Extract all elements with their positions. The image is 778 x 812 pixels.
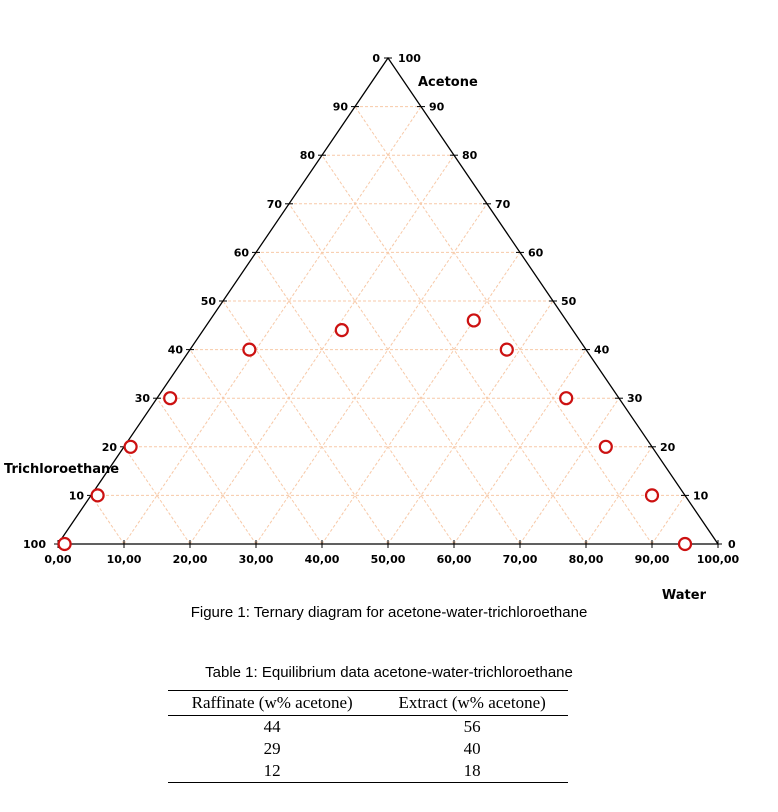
apex-label-right: 100: [398, 52, 421, 65]
data-point-marker: [466, 313, 481, 328]
left-tick-label: 90: [333, 101, 349, 114]
grid-lines: [90, 106, 686, 545]
left-tick-label: 40: [168, 344, 184, 357]
grid-line-water: [255, 203, 488, 545]
left-tick-label: 50: [201, 295, 217, 308]
right-tick-label: 80: [462, 149, 478, 162]
data-point-marker: [90, 488, 105, 503]
bottom-tick-label: 80,00: [569, 553, 604, 566]
table-row: 44 56: [168, 716, 568, 739]
right-tick-label: 70: [495, 198, 511, 211]
right-tick-label: 50: [561, 295, 577, 308]
right-tick-label: 60: [528, 246, 544, 259]
bottom-tick-label: 70,00: [503, 553, 538, 566]
raffinate-cell: 12: [168, 760, 377, 783]
bottom-tick-label: 100,00: [697, 553, 740, 566]
ternary-diagram: 0,00 10,00 20,00 30,00 40,00 50,00 60,00 70,00 8…: [4, 52, 740, 603]
apex-label-left: 0: [372, 52, 380, 65]
raffinate-cell: 29: [263, 739, 281, 758]
tick-marks: [54, 57, 722, 548]
right-tick-label: 90: [429, 101, 445, 114]
data-point-marker: [334, 323, 349, 338]
bottom-tick-label: 40,00: [305, 553, 340, 566]
table-caption: Table 1: Equilibrium data acetone-water-…: [205, 664, 573, 681]
table-header-row: Raffinate (w% acetone) Extract (w% aceto…: [168, 690, 568, 716]
raffinate-cell: 44: [263, 717, 281, 736]
left-tick-label: 70: [267, 198, 283, 211]
grid-line-water: [519, 397, 620, 545]
acetone-axis-title: Acetone: [418, 75, 478, 90]
equilibrium-table: Raffinate (w% acetone) Extract (w% aceto…: [168, 690, 568, 783]
left-tick-label: 60: [234, 246, 250, 259]
raffinate-header: Raffinate (w% acetone): [168, 690, 377, 716]
data-point-marker: [123, 439, 138, 454]
grid-line-water: [585, 446, 653, 545]
grid-line-trichloroethane: [189, 349, 323, 545]
grid-line-trichloroethane: [123, 446, 191, 545]
data-point-marker: [559, 391, 574, 406]
extract-cell: 40: [463, 739, 481, 758]
grid-line-water: [387, 300, 554, 545]
extract-header: Extract (w% acetone): [376, 690, 568, 716]
grid-line-trichloroethane: [288, 203, 521, 545]
labels: 0,00 10,00 20,00 30,00 40,00 50,00 60,00 70,00 8…: [4, 52, 740, 603]
figure-caption: Figure 1: Ternary diagram for acetone-wa…: [190, 604, 588, 621]
left-tick-label: 30: [135, 392, 151, 405]
grid-line-water: [321, 252, 521, 545]
data-point-marker: [598, 439, 613, 454]
grid-line-water: [189, 154, 455, 545]
bottom-tick-label: 30,00: [239, 553, 274, 566]
water-axis-title: Water: [662, 588, 707, 603]
right-tick-label: 40: [594, 344, 610, 357]
grid-line-trichloroethane: [222, 300, 389, 545]
right-tick-label: 10: [693, 489, 709, 502]
extract-cell: 18: [376, 760, 568, 783]
grid-line-trichloroethane: [156, 397, 257, 545]
data-point-marker: [242, 342, 257, 357]
right-tick-label: 30: [627, 392, 643, 405]
data-points: [57, 313, 693, 552]
table-row: 12 18: [168, 760, 568, 783]
bottom-tick-label: 0,00: [44, 553, 71, 566]
table-row: 29 40: [168, 738, 568, 760]
grid-line-trichloroethane: [354, 106, 653, 545]
grid-line-water: [453, 349, 587, 545]
bottom-tick-label: 20,00: [173, 553, 208, 566]
corner-label-left: 100: [23, 538, 46, 551]
trichloroethane-axis-title: Trichloroethane: [4, 462, 119, 477]
corner-label-right: 0: [728, 538, 736, 551]
grid-line-water: [123, 106, 422, 545]
data-point-marker: [499, 342, 514, 357]
extract-cell: 56: [463, 717, 481, 736]
bottom-tick-label: 90,00: [635, 553, 670, 566]
bottom-tick-label: 50,00: [371, 553, 406, 566]
grid-line-water: [651, 495, 686, 545]
right-tick-label: 20: [660, 441, 676, 454]
grid-line-trichloroethane: [321, 154, 587, 545]
grid-line-trichloroethane: [90, 495, 125, 545]
left-tick-label: 20: [102, 441, 118, 454]
bottom-tick-label: 10,00: [107, 553, 142, 566]
left-tick-label: 80: [300, 149, 316, 162]
data-point-marker: [644, 488, 660, 503]
data-point-marker: [677, 536, 693, 552]
data-point-marker: [57, 536, 72, 552]
data-point-marker: [163, 391, 178, 406]
grid-line-trichloroethane: [255, 252, 455, 545]
bottom-tick-label: 60,00: [437, 553, 472, 566]
left-tick-label: 10: [69, 489, 85, 502]
